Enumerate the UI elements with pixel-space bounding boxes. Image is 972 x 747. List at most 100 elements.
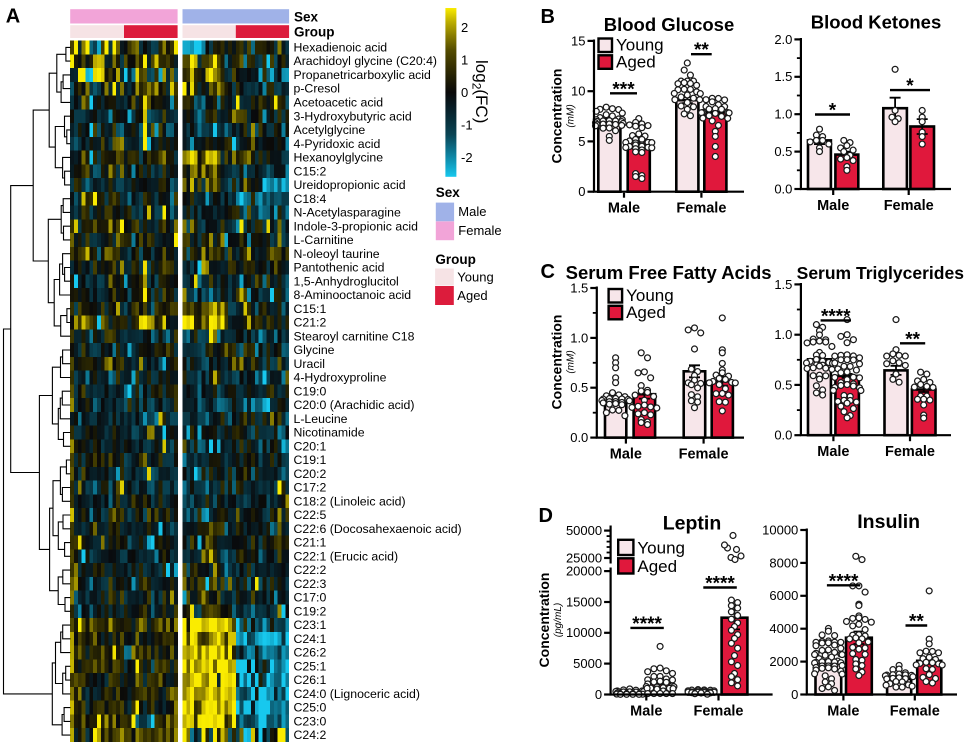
- svg-text:Male: Male: [827, 704, 859, 720]
- svg-text:L-Leucine: L-Leucine: [294, 412, 348, 426]
- svg-text:15000: 15000: [566, 594, 602, 609]
- svg-text:B: B: [541, 6, 555, 28]
- svg-text:C24:1: C24:1: [294, 632, 327, 646]
- svg-text:10000: 10000: [566, 625, 602, 640]
- svg-text:0.5: 0.5: [570, 380, 588, 395]
- svg-text:Young: Young: [626, 286, 674, 305]
- svg-text:N-oleoyl taurine: N-oleoyl taurine: [294, 247, 380, 261]
- svg-text:Propanetricarboxylic acid: Propanetricarboxylic acid: [294, 68, 432, 82]
- svg-text:Female: Female: [458, 223, 501, 238]
- svg-text:Pantothenic acid: Pantothenic acid: [294, 261, 385, 275]
- svg-text:C23:1: C23:1: [294, 618, 327, 632]
- svg-text:C24:2: C24:2: [294, 728, 327, 742]
- svg-text:0.0: 0.0: [774, 181, 792, 196]
- svg-text:C24:0 (Lignoceric acid): C24:0 (Lignoceric acid): [294, 687, 420, 701]
- svg-text:20000: 20000: [566, 564, 602, 579]
- svg-text:C22:5: C22:5: [294, 508, 327, 522]
- svg-text:Female: Female: [679, 447, 729, 463]
- svg-text:1.0: 1.0: [570, 330, 588, 345]
- svg-text:5: 5: [578, 134, 585, 149]
- svg-text:50000: 50000: [566, 523, 602, 538]
- svg-text:****: ****: [821, 306, 851, 327]
- svg-text:25000: 25000: [566, 550, 602, 565]
- svg-text:Young: Young: [457, 270, 493, 285]
- svg-text:C23:0: C23:0: [294, 715, 327, 729]
- svg-text:2.0: 2.0: [774, 32, 792, 47]
- svg-text:D: D: [539, 505, 553, 527]
- svg-text:Female: Female: [694, 704, 744, 720]
- svg-text:Stearoyl carnitine C18: Stearoyl carnitine C18: [294, 329, 415, 343]
- svg-text:1.0: 1.0: [774, 327, 792, 342]
- svg-text:0: 0: [578, 184, 585, 199]
- svg-text:C18:4: C18:4: [294, 192, 327, 206]
- svg-text:2000: 2000: [769, 654, 798, 669]
- svg-text:Female: Female: [885, 444, 935, 460]
- svg-text:C15:2: C15:2: [294, 164, 327, 178]
- svg-text:C22:3: C22:3: [294, 577, 327, 591]
- svg-text:Male: Male: [630, 704, 662, 720]
- svg-text:Group: Group: [294, 25, 335, 40]
- svg-text:5000: 5000: [573, 656, 602, 671]
- svg-text:10: 10: [571, 84, 585, 99]
- svg-text:1.0: 1.0: [774, 107, 792, 122]
- svg-text:Female: Female: [890, 704, 940, 720]
- svg-text:**: **: [909, 612, 924, 633]
- svg-text:C26:2: C26:2: [294, 646, 327, 660]
- svg-text:C18:2 (Linoleic acid): C18:2 (Linoleic acid): [294, 494, 406, 508]
- svg-text:Hexanoylglycine: Hexanoylglycine: [294, 151, 384, 165]
- svg-text:****: ****: [632, 614, 662, 635]
- svg-text:0: 0: [791, 687, 798, 702]
- svg-text:C17:0: C17:0: [294, 591, 327, 605]
- svg-text:Arachidoyl glycine (C20:4): Arachidoyl glycine (C20:4): [294, 54, 438, 68]
- svg-text:Male: Male: [608, 201, 640, 217]
- svg-text:N-Acetylasparagine: N-Acetylasparagine: [294, 206, 401, 220]
- svg-text:*: *: [906, 76, 914, 97]
- svg-text:Aged: Aged: [457, 288, 487, 303]
- svg-text:Leptin: Leptin: [663, 513, 722, 535]
- svg-text:Male: Male: [817, 198, 849, 214]
- svg-text:C17:2: C17:2: [294, 481, 327, 495]
- svg-text:4000: 4000: [769, 621, 798, 636]
- svg-text:**: **: [905, 329, 920, 350]
- svg-text:1.5: 1.5: [570, 280, 588, 295]
- svg-text:-2: -2: [461, 150, 473, 165]
- svg-text:p-Cresol: p-Cresol: [294, 82, 340, 96]
- svg-text:***: ***: [612, 79, 635, 100]
- svg-text:0.0: 0.0: [774, 428, 792, 443]
- svg-text:C22:1 (Erucic acid): C22:1 (Erucic acid): [294, 549, 399, 563]
- svg-text:Female: Female: [884, 198, 934, 214]
- svg-text:Ureidopropionic acid: Ureidopropionic acid: [294, 178, 406, 192]
- svg-text:Blood Glucose: Blood Glucose: [604, 14, 735, 35]
- svg-text:Nicotinamide: Nicotinamide: [294, 426, 365, 440]
- svg-text:C20:0 (Arachidic acid): C20:0 (Arachidic acid): [294, 398, 415, 412]
- svg-text:Aged: Aged: [616, 53, 656, 72]
- svg-text:3-Hydroxybutyric acid: 3-Hydroxybutyric acid: [294, 109, 412, 123]
- svg-text:0.0: 0.0: [570, 430, 588, 445]
- svg-text:1.5: 1.5: [774, 69, 792, 84]
- svg-text:Acetoacetic acid: Acetoacetic acid: [294, 96, 384, 110]
- svg-text:0: 0: [461, 85, 468, 100]
- svg-text:Serum Triglycerides: Serum Triglycerides: [797, 263, 965, 283]
- svg-text:-1: -1: [461, 117, 473, 132]
- svg-text:Glycine: Glycine: [294, 343, 335, 357]
- svg-text:****: ****: [829, 571, 859, 592]
- svg-text:15: 15: [571, 33, 585, 48]
- svg-text:L-Carnitine: L-Carnitine: [294, 233, 354, 247]
- svg-text:1: 1: [461, 52, 468, 67]
- svg-text:Concentration: Concentration: [549, 315, 565, 410]
- svg-text:Indole-3-propionic acid: Indole-3-propionic acid: [294, 219, 419, 233]
- svg-text:(mM): (mM): [566, 104, 577, 127]
- svg-text:Concentration: Concentration: [549, 69, 565, 164]
- svg-text:Male: Male: [817, 444, 849, 460]
- svg-text:*: *: [829, 101, 837, 122]
- svg-text:Concentration: Concentration: [536, 573, 552, 668]
- svg-text:4-Hydroxyproline: 4-Hydroxyproline: [294, 371, 387, 385]
- svg-text:0: 0: [595, 687, 602, 702]
- svg-text:Aged: Aged: [626, 303, 666, 322]
- svg-text:****: ****: [705, 574, 735, 595]
- svg-text:Male: Male: [458, 204, 486, 219]
- svg-text:C19:1: C19:1: [294, 453, 327, 467]
- svg-text:Male: Male: [610, 447, 642, 463]
- svg-text:**: **: [694, 40, 709, 61]
- svg-text:Group: Group: [435, 252, 476, 267]
